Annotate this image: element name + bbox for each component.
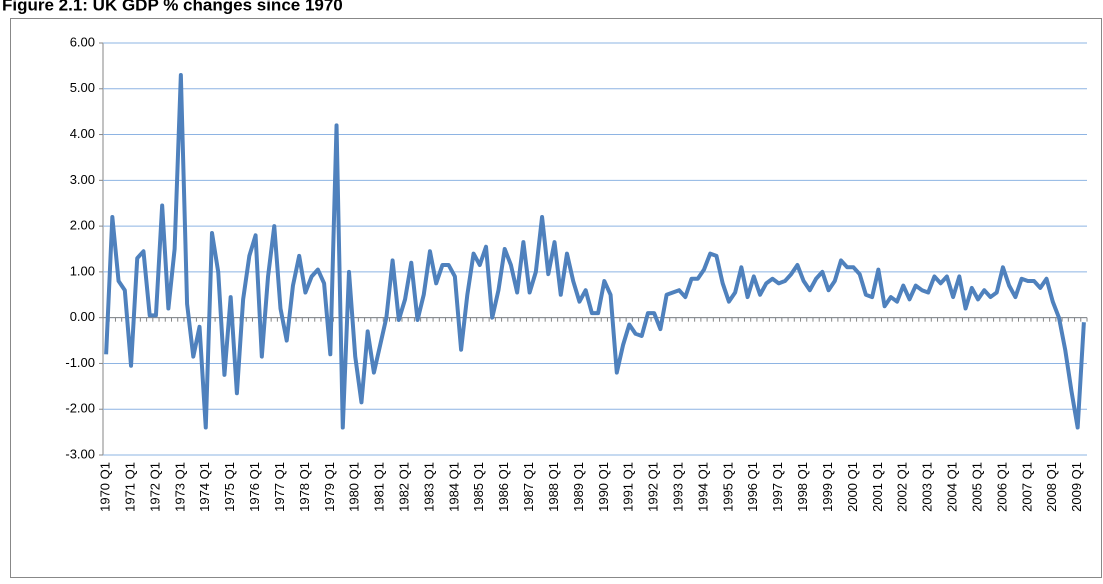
x-tick-label: 2002 Q1 bbox=[895, 462, 910, 512]
data-line bbox=[104, 73, 1086, 430]
x-tick-label: 1972 Q1 bbox=[147, 462, 162, 512]
x-tick-label: 1998 Q1 bbox=[795, 462, 810, 512]
x-tick-label: 1970 Q1 bbox=[98, 462, 113, 512]
x-tick-label: 1983 Q1 bbox=[421, 462, 436, 512]
x-tick-label: 1979 Q1 bbox=[322, 462, 337, 512]
x-tick-label: 1990 Q1 bbox=[596, 462, 611, 512]
x-tick-label: 2005 Q1 bbox=[969, 462, 984, 512]
x-tick-label: 1992 Q1 bbox=[646, 462, 661, 512]
y-tick-label: 3.00 bbox=[70, 172, 95, 187]
x-tick-label: 1986 Q1 bbox=[496, 462, 511, 512]
x-tick-label: 1981 Q1 bbox=[372, 462, 387, 512]
x-tick-label: 1996 Q1 bbox=[745, 462, 760, 512]
x-tick-label: 2000 Q1 bbox=[845, 462, 860, 512]
y-tick-label: 2.00 bbox=[70, 218, 95, 233]
y-tick-label: 1.00 bbox=[70, 263, 95, 278]
x-tick-label: 1987 Q1 bbox=[521, 462, 536, 512]
y-tick-label: -1.00 bbox=[65, 355, 95, 370]
x-tick-label: 1973 Q1 bbox=[172, 462, 187, 512]
x-tick-label: 2003 Q1 bbox=[920, 462, 935, 512]
x-tick-label: 2001 Q1 bbox=[870, 462, 885, 512]
x-tick-label: 1975 Q1 bbox=[222, 462, 237, 512]
chart-frame bbox=[10, 18, 1102, 578]
x-tick-label: 2007 Q1 bbox=[1019, 462, 1034, 512]
x-tick-label: 2004 Q1 bbox=[945, 462, 960, 512]
x-tick-label: 2008 Q1 bbox=[1044, 462, 1059, 512]
x-tick-label: 1991 Q1 bbox=[621, 462, 636, 512]
x-tick-label: 1999 Q1 bbox=[820, 462, 835, 512]
y-tick-label: 5.00 bbox=[70, 80, 95, 95]
x-tick-label: 1976 Q1 bbox=[247, 462, 262, 512]
chart-title: Figure 2.1: UK GDP % changes since 1970 bbox=[2, 0, 343, 14]
y-tick-label: 0.00 bbox=[70, 309, 95, 324]
x-tick-label: 1989 Q1 bbox=[571, 462, 586, 512]
x-tick-label: 1971 Q1 bbox=[122, 462, 137, 512]
x-tick-label: 1980 Q1 bbox=[347, 462, 362, 512]
y-tick-label: 4.00 bbox=[70, 126, 95, 141]
x-tick-label: 2006 Q1 bbox=[994, 462, 1009, 512]
x-tick-label: 1993 Q1 bbox=[671, 462, 686, 512]
y-tick-label: -2.00 bbox=[65, 401, 95, 416]
x-tick-label: 1984 Q1 bbox=[446, 462, 461, 512]
x-tick-label: 1988 Q1 bbox=[546, 462, 561, 512]
y-tick-label: 6.00 bbox=[70, 34, 95, 49]
x-tick-label: 1995 Q1 bbox=[720, 462, 735, 512]
x-tick-label: 1978 Q1 bbox=[297, 462, 312, 512]
x-tick-label: 1994 Q1 bbox=[695, 462, 710, 512]
x-tick-label: 1982 Q1 bbox=[396, 462, 411, 512]
x-tick-label: 1977 Q1 bbox=[272, 462, 287, 512]
x-tick-label: 2009 Q1 bbox=[1069, 462, 1084, 512]
x-tick-label: 1997 Q1 bbox=[770, 462, 785, 512]
x-tick-label: 1985 Q1 bbox=[471, 462, 486, 512]
x-tick-label: 1974 Q1 bbox=[197, 462, 212, 512]
y-tick-label: -3.00 bbox=[65, 446, 95, 461]
